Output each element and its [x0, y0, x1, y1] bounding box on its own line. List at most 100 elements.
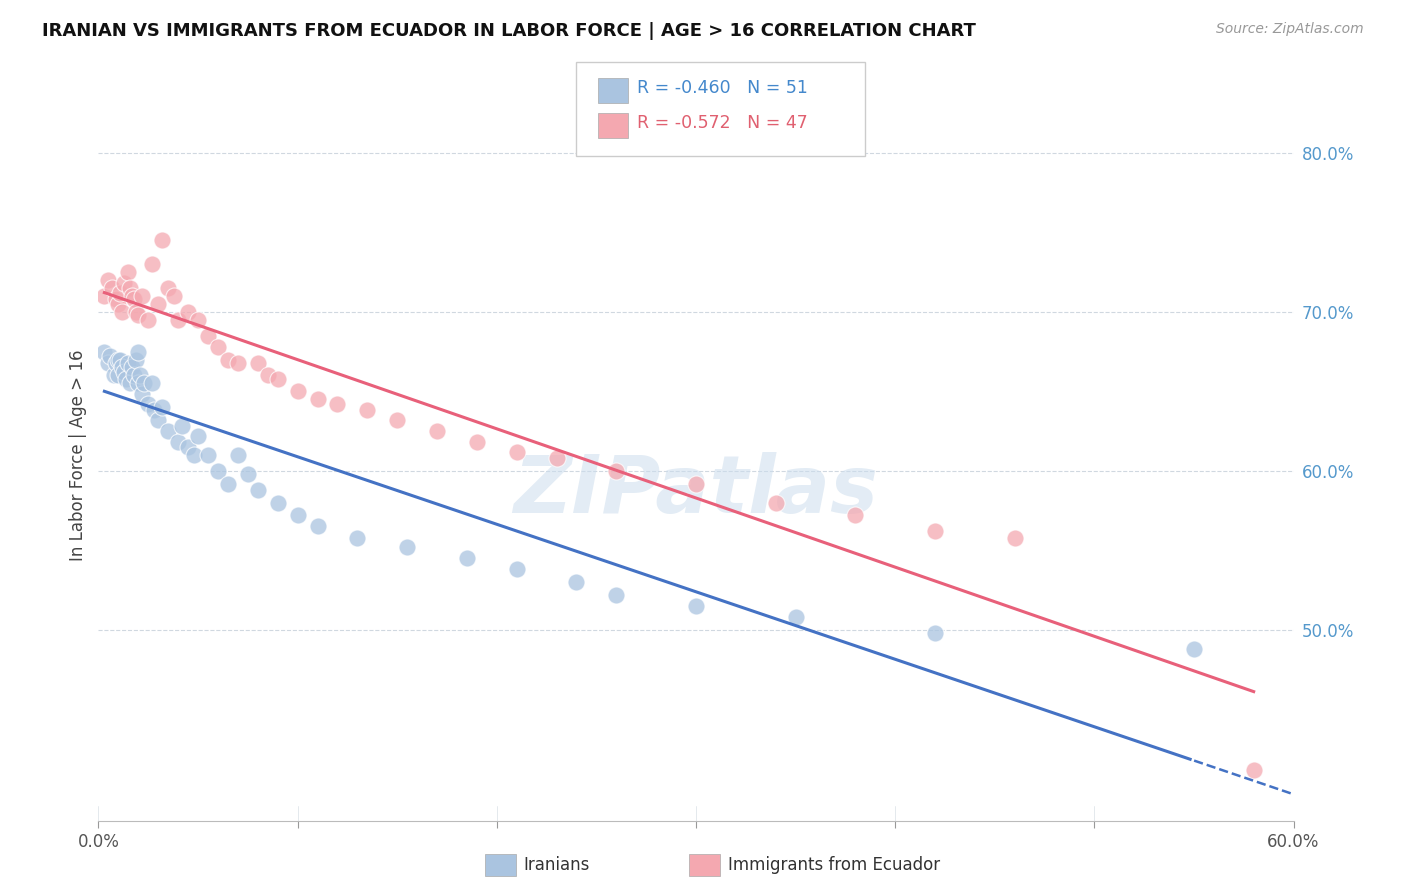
Point: [187, 429, 209, 443]
Point: [1182, 641, 1205, 656]
Point: [111, 305, 134, 319]
Point: [112, 276, 135, 290]
Point: [136, 397, 159, 411]
Text: Source: ZipAtlas.com: Source: ZipAtlas.com: [1216, 22, 1364, 37]
Point: [131, 289, 153, 303]
Point: [256, 368, 278, 383]
Point: [167, 435, 190, 450]
Point: [121, 360, 143, 375]
Point: [605, 588, 627, 602]
Point: [129, 368, 152, 383]
Point: [197, 448, 219, 462]
Text: Immigrants from Ecuador: Immigrants from Ecuador: [728, 856, 941, 874]
Point: [307, 392, 329, 407]
Point: [97, 273, 120, 287]
Point: [172, 419, 194, 434]
Point: [148, 413, 170, 427]
Point: [426, 424, 449, 438]
Text: ZIPatlas: ZIPatlas: [513, 452, 879, 531]
Point: [1004, 531, 1026, 545]
Point: [163, 289, 186, 303]
Point: [150, 233, 173, 247]
Point: [1243, 763, 1265, 777]
Point: [765, 495, 787, 509]
Point: [125, 305, 148, 319]
Point: [267, 495, 290, 509]
Point: [107, 352, 129, 367]
Point: [111, 360, 134, 375]
Point: [136, 312, 159, 326]
Point: [326, 397, 349, 411]
Point: [103, 368, 125, 383]
Point: [226, 448, 249, 462]
Point: [226, 356, 249, 370]
Point: [844, 508, 866, 523]
Point: [396, 540, 419, 554]
Point: [134, 376, 156, 391]
Point: [924, 626, 946, 640]
Point: [127, 376, 149, 391]
Point: [101, 281, 124, 295]
Point: [506, 444, 529, 458]
Point: [207, 340, 229, 354]
Point: [127, 344, 149, 359]
Point: [287, 508, 309, 523]
Point: [127, 308, 149, 322]
Point: [246, 356, 269, 370]
Point: [97, 356, 120, 370]
Point: [115, 371, 138, 385]
Point: [125, 352, 148, 367]
Point: [98, 349, 122, 363]
Point: [107, 368, 129, 383]
Point: [177, 305, 200, 319]
Point: [187, 312, 209, 326]
Point: [141, 376, 163, 391]
Point: [177, 440, 200, 454]
Point: [605, 464, 627, 478]
Point: [141, 257, 163, 271]
Point: [685, 476, 707, 491]
Point: [120, 281, 142, 295]
Point: [112, 365, 135, 379]
Point: [131, 387, 153, 401]
Point: [307, 519, 329, 533]
Text: R = -0.460   N = 51: R = -0.460 N = 51: [637, 79, 808, 97]
Point: [110, 352, 132, 367]
Point: [150, 401, 173, 415]
Point: [685, 599, 707, 613]
Point: [456, 551, 478, 566]
Point: [385, 413, 409, 427]
Point: [167, 312, 190, 326]
Point: [565, 575, 588, 590]
Point: [217, 476, 239, 491]
Point: [107, 297, 129, 311]
Point: [183, 448, 205, 462]
Point: [346, 531, 368, 545]
Point: [143, 403, 166, 417]
Point: [465, 435, 488, 450]
Point: [93, 289, 115, 303]
Point: [110, 285, 132, 300]
Point: [157, 424, 180, 438]
Point: [287, 384, 309, 399]
Point: [148, 297, 170, 311]
Point: [197, 328, 219, 343]
Point: [546, 451, 568, 466]
Point: [93, 344, 115, 359]
Point: [207, 464, 229, 478]
Point: [267, 371, 290, 385]
Point: [117, 356, 139, 370]
Point: [506, 562, 529, 576]
Point: [120, 376, 142, 391]
Point: [157, 281, 180, 295]
Point: [785, 610, 807, 624]
Point: [236, 467, 259, 481]
Point: [117, 265, 139, 279]
Y-axis label: In Labor Force | Age > 16: In Labor Force | Age > 16: [69, 349, 87, 561]
Point: [124, 292, 146, 306]
Point: [217, 352, 239, 367]
Point: [924, 524, 946, 539]
Text: R = -0.572   N = 47: R = -0.572 N = 47: [637, 114, 807, 132]
Point: [124, 368, 146, 383]
Point: [105, 292, 128, 306]
